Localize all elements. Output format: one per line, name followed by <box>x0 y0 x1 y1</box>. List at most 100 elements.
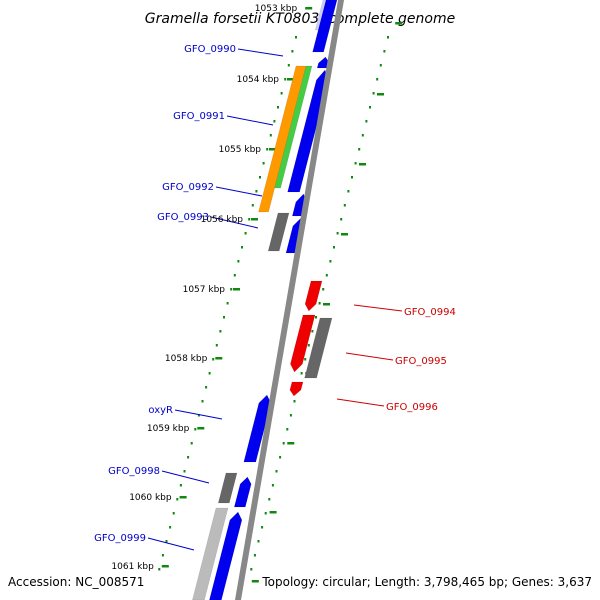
tick-dot <box>176 498 179 501</box>
gene-block-gray-left[interactable] <box>267 212 290 252</box>
genome-backbone <box>235 0 344 600</box>
tick-dot <box>241 246 243 249</box>
tick-dot <box>165 540 168 543</box>
tick-dot <box>190 442 193 445</box>
tick-dot <box>379 64 382 67</box>
gene-label-oxyr[interactable]: oxyR <box>148 405 173 416</box>
connector-gfo-0998 <box>161 470 210 484</box>
major-tick <box>233 288 240 291</box>
tick-label: 1054 kbp <box>237 75 280 85</box>
connector-gfo-0996 <box>336 398 385 407</box>
gene-label-gfo-0999[interactable]: GFO_0999 <box>94 533 146 544</box>
tick-label: 1057 kbp <box>183 285 226 295</box>
connector-gfo-0992 <box>215 186 263 197</box>
gene-label-gfo-0995[interactable]: GFO_0995 <box>395 356 447 367</box>
tick-label-layer: 1053 kbp 1054 kbp 1055 kbp 1056 kbp 1057 kbp… <box>111 4 297 572</box>
gene-gfo-0999[interactable] <box>209 511 243 600</box>
gene-block-gray-small[interactable] <box>217 472 238 504</box>
tick-dot <box>340 218 343 221</box>
tick-dot <box>295 36 297 39</box>
gene-label-gfo-0992[interactable]: GFO_0992 <box>162 182 214 193</box>
tick-dot <box>315 316 317 319</box>
tick-dot <box>262 162 265 165</box>
gene-block-gray-right[interactable] <box>304 317 333 379</box>
tick-dot <box>369 106 371 109</box>
tick-dot <box>172 512 175 515</box>
major-tick <box>359 163 366 166</box>
gene-label-gfo-0993[interactable]: GFO_0993 <box>157 212 209 223</box>
gene-block-top[interactable] <box>312 0 338 53</box>
tick-dot <box>293 400 296 403</box>
tick-dot <box>333 246 335 249</box>
gene-label-gfo-0998[interactable]: GFO_0998 <box>108 466 160 477</box>
tick-dot <box>161 554 164 557</box>
tick-dot <box>201 400 204 403</box>
gene-label-gfo-0996[interactable]: GFO_0996 <box>386 402 438 413</box>
gene-gfo-0995[interactable] <box>290 314 316 373</box>
major-tick <box>323 303 330 306</box>
tick-dot <box>325 274 328 277</box>
gene-label-gfo-0994[interactable]: GFO_0994 <box>404 307 456 318</box>
tick-label: 1053 kbp <box>255 4 298 14</box>
gene-gfo-0994[interactable] <box>304 280 323 312</box>
tick-dot <box>266 148 269 151</box>
tick-dot <box>244 232 247 235</box>
tick-dot <box>287 64 290 67</box>
tick-dot <box>307 344 310 347</box>
accession-text: Accession: NC_008571 <box>8 575 144 589</box>
major-tick <box>341 233 348 236</box>
tick-dot <box>289 414 292 417</box>
gene-label-gfo-0991[interactable]: GFO_0991 <box>173 111 225 122</box>
tick-dot <box>361 134 364 137</box>
tick-dot <box>230 288 233 291</box>
gene-gfo-0998[interactable] <box>233 476 252 508</box>
tick-dot <box>343 204 346 207</box>
major-tick <box>287 78 294 81</box>
major-tick <box>161 565 169 568</box>
tick-dot <box>336 232 339 235</box>
tick-dot <box>273 120 276 123</box>
tick-label: 1061 kbp <box>111 562 154 572</box>
connector-gfo-0991 <box>226 115 274 126</box>
tick-dot <box>237 260 240 263</box>
tick-dot <box>311 330 314 333</box>
tick-dot <box>358 148 361 151</box>
tick-dot <box>347 190 350 193</box>
tick-dot <box>351 176 353 179</box>
major-tick <box>179 496 187 499</box>
connector-oxyr <box>174 409 223 420</box>
gene-block-orange[interactable] <box>258 65 307 213</box>
gene-label-gfo-0990[interactable]: GFO_0990 <box>184 44 236 55</box>
gene-gfo-0996[interactable] <box>289 381 304 397</box>
tick-label: 1059 kbp <box>147 424 190 434</box>
tick-dot <box>271 484 274 487</box>
tick-dot <box>194 428 197 431</box>
feature-layer <box>192 0 338 600</box>
gene-block-light[interactable] <box>192 507 229 600</box>
tick-dot <box>251 204 254 207</box>
tick-dots-layer <box>158 7 403 583</box>
tick-dot <box>226 302 229 305</box>
tick-dot <box>354 162 357 165</box>
connector-gfo-0995 <box>345 352 394 361</box>
tick-label: 1058 kbp <box>165 354 208 364</box>
major-tick <box>395 22 403 25</box>
tick-dot <box>183 470 186 473</box>
major-tick <box>377 93 384 96</box>
tick-dot <box>291 50 294 53</box>
tick-dot <box>250 568 253 571</box>
major-tick <box>251 218 258 221</box>
tick-label: 1055 kbp <box>219 145 262 155</box>
topology-text: Topology: circular; Length: 3,798,465 bp… <box>261 575 592 589</box>
tick-dot <box>282 442 285 445</box>
tick-dot <box>372 92 375 95</box>
tick-dot <box>208 372 211 375</box>
tick-dot <box>387 36 389 39</box>
tick-dot <box>158 568 161 571</box>
tick-dot <box>259 176 261 179</box>
gene-block-green[interactable] <box>274 65 313 189</box>
connector-gfo-0990 <box>237 48 284 57</box>
tick-dot <box>318 302 321 305</box>
